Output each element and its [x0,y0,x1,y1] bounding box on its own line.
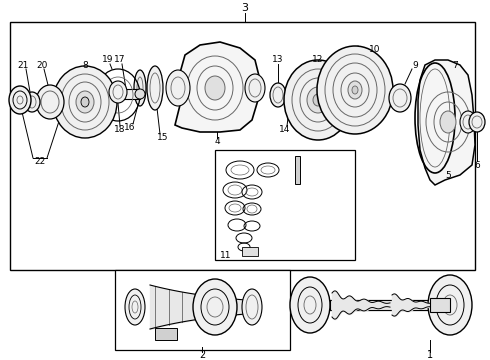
Ellipse shape [290,277,330,333]
Ellipse shape [307,87,329,113]
Text: 16: 16 [124,123,136,132]
Text: 8: 8 [82,60,88,69]
Text: 7: 7 [452,60,458,69]
Ellipse shape [125,289,145,325]
Text: 5: 5 [445,171,451,180]
Ellipse shape [389,84,411,112]
Text: 19: 19 [102,55,114,64]
Bar [215,150,355,260]
Bar [155,328,177,340]
Text: 2: 2 [199,350,205,360]
Polygon shape [418,60,475,185]
Text: 22: 22 [34,158,46,166]
Ellipse shape [134,70,146,106]
Ellipse shape [348,81,362,99]
Bar [430,298,450,312]
Ellipse shape [469,112,485,132]
Ellipse shape [109,81,127,103]
Ellipse shape [460,111,476,133]
Bar [115,270,290,350]
Text: 17: 17 [114,55,126,64]
Ellipse shape [166,70,190,106]
Ellipse shape [245,74,265,102]
Ellipse shape [24,92,40,112]
Text: 4: 4 [214,138,220,147]
Ellipse shape [440,111,456,133]
Text: 10: 10 [369,45,381,54]
Text: 9: 9 [412,60,418,69]
Text: 13: 13 [272,55,284,64]
Text: 15: 15 [157,134,169,143]
Ellipse shape [193,279,237,335]
Text: 20: 20 [36,60,48,69]
Ellipse shape [317,46,393,134]
Text: 1: 1 [427,350,433,360]
Bar [242,247,258,256]
Ellipse shape [81,97,89,107]
Ellipse shape [147,66,163,110]
Text: 12: 12 [312,55,324,64]
Ellipse shape [270,83,286,107]
Text: 18: 18 [114,126,126,135]
Ellipse shape [110,89,120,99]
Bar [115,89,140,99]
Ellipse shape [76,91,94,113]
Ellipse shape [428,275,472,335]
Text: 21: 21 [17,60,29,69]
Ellipse shape [313,94,323,106]
Ellipse shape [284,60,352,140]
Polygon shape [175,42,260,132]
Text: 14: 14 [279,126,291,135]
Ellipse shape [205,76,225,100]
Ellipse shape [36,85,64,119]
Ellipse shape [242,289,262,325]
Text: 6: 6 [474,161,480,170]
Bar [295,156,300,184]
Ellipse shape [135,89,145,99]
Bar [10,22,475,270]
Text: 3: 3 [242,3,248,13]
Ellipse shape [53,66,117,138]
Ellipse shape [9,86,31,114]
Bar [330,300,430,310]
Text: 11: 11 [220,252,231,261]
Ellipse shape [352,86,358,94]
Ellipse shape [286,82,298,102]
